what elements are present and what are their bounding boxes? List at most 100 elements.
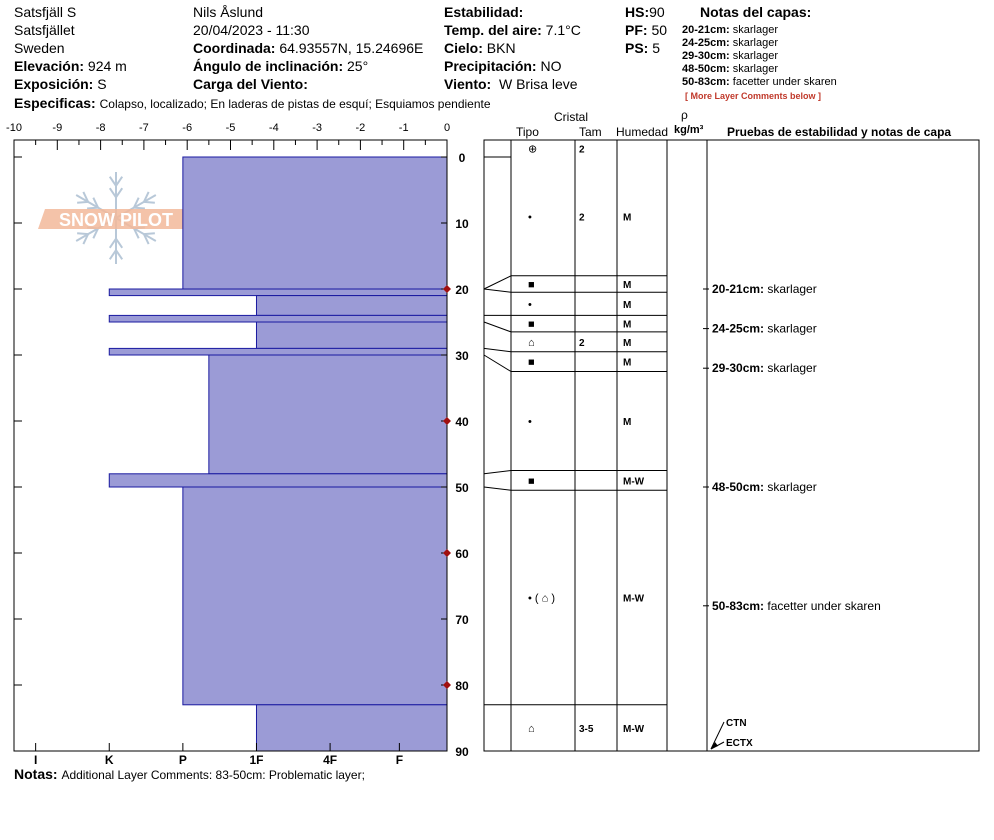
crystal-type: ⌂ — [528, 723, 535, 735]
moisture: M — [623, 300, 631, 311]
crystal-type: ⌂ — [528, 337, 535, 349]
layer-note: 50-83cm: facetter under skaren — [712, 599, 881, 613]
footer-notes: Notas: Additional Layer Comments: 83-50c… — [14, 766, 365, 782]
top-tick-label: -9 — [52, 122, 62, 134]
depth-label: 60 — [455, 547, 469, 561]
more-comments-link[interactable]: [ More Layer Comments below ] — [685, 91, 822, 101]
moisture: M — [623, 280, 631, 291]
crystal-size: 2 — [579, 212, 585, 223]
crystal-size: 2 — [579, 338, 585, 349]
precipitation: Precipitación: NO — [444, 58, 562, 74]
test-arrowhead — [711, 742, 718, 749]
bottom-tick-label: P — [179, 753, 187, 767]
layer-note-item: 20-21cm: skarlager — [682, 24, 779, 36]
wind-load: Carga del Viento: — [193, 76, 308, 92]
depth-label: 70 — [455, 613, 469, 627]
bottom-tick-label: F — [396, 753, 403, 767]
bottom-tick-label: K — [105, 753, 114, 767]
sky: Cielo: BKN — [444, 40, 516, 56]
layer-notes-list: 20-21cm: skarlager 24-25cm: skarlager 29-3… — [682, 24, 837, 89]
wind: Viento: W Brisa leve — [444, 76, 578, 92]
depth-connector — [483, 288, 512, 293]
specifics: Especificas: Colapso, localizado; En lad… — [14, 95, 491, 111]
depth-label: 20 — [455, 283, 469, 297]
top-tick-label: -1 — [399, 122, 409, 134]
hardness-layer-4 — [255, 321, 448, 349]
depth-label: 0 — [459, 151, 466, 165]
stability-test-label: ECTX — [726, 738, 753, 749]
hardness-layer-7 — [108, 473, 448, 488]
top-tick-label: -6 — [182, 122, 192, 134]
layer-note-item: 48-50cm: skarlager — [682, 63, 779, 75]
col-tests: Pruebas de estabilidad y notas de capa — [727, 125, 952, 139]
depth-label: 90 — [455, 745, 469, 759]
datetime: 20/04/2023 - 11:30 — [193, 22, 310, 38]
crystal-size: 3-5 — [579, 724, 594, 735]
moisture: M — [623, 417, 631, 428]
temperature-marker — [443, 417, 451, 425]
location: Satsfjäll S — [14, 4, 77, 20]
bottom-tick-label: 1F — [249, 753, 263, 767]
top-tick-label: -5 — [226, 122, 236, 134]
layer-note: 20-21cm: skarlager — [712, 282, 817, 296]
depth-connector — [483, 275, 512, 290]
moisture: M — [623, 320, 631, 331]
moisture: M-W — [623, 476, 645, 487]
hs: HS:90 — [625, 4, 665, 20]
layer-note-item: 29-30cm: skarlager — [682, 50, 779, 62]
layer-note: 48-50cm: skarlager — [712, 480, 817, 494]
depth-connector — [483, 347, 512, 353]
temperature-marker — [443, 549, 451, 557]
moisture: M — [623, 212, 631, 223]
bottom-tick-label: 4F — [323, 753, 337, 767]
pf: PF: 50 — [625, 22, 668, 38]
col-moisture: Humedad — [616, 125, 669, 139]
crystal-type: ■ — [528, 279, 535, 291]
depth-label: 10 — [455, 217, 469, 231]
depth-label: 80 — [455, 679, 469, 693]
exposure: Exposición: S — [14, 76, 107, 92]
top-tick-label: -8 — [96, 122, 106, 134]
hardness-layer-8 — [182, 486, 448, 706]
top-tick-label: -4 — [269, 122, 279, 134]
stability: Estabilidad: — [444, 4, 524, 20]
layer-note-item: 50-83cm: facetter under skaren — [682, 76, 837, 88]
depth-connector — [483, 470, 512, 475]
layer-note-item: 24-25cm: skarlager — [682, 37, 779, 49]
crystal-type: • — [528, 299, 532, 311]
moisture: M-W — [623, 594, 645, 605]
crystal-type: • — [528, 211, 532, 223]
hardness-layer-5 — [108, 347, 448, 356]
temperature-marker — [443, 681, 451, 689]
stability-test-label: CTN — [726, 718, 747, 729]
layer-note: 24-25cm: skarlager — [712, 322, 817, 336]
hardness-layer-3 — [108, 314, 448, 323]
col-size: Tam — [579, 125, 602, 139]
area: Satsfjället — [14, 22, 75, 38]
observer: Nils Åslund — [193, 4, 264, 20]
depth-label: 30 — [455, 349, 469, 363]
col-type: Tipo — [516, 125, 539, 139]
coordinates: Coordinada: 64.93557N, 15.24696E — [193, 40, 424, 56]
hardness-layer-6 — [208, 354, 448, 475]
hardness-layer-9 — [255, 704, 448, 752]
hardness-layer-1 — [108, 288, 448, 297]
col-crystal: Cristal — [554, 110, 589, 124]
depth-connector — [483, 486, 512, 491]
temperature-marker — [443, 285, 451, 293]
moisture: M-W — [623, 724, 645, 735]
crystal-size: 2 — [579, 145, 585, 156]
test-arrow — [710, 721, 725, 750]
depth-label: 50 — [455, 481, 469, 495]
hardness-layer-0 — [182, 156, 448, 290]
crystal-type: ■ — [528, 357, 535, 369]
air-temp: Temp. del aire: 7.1°C — [444, 22, 581, 38]
top-tick-label: 0 — [444, 122, 450, 134]
crystal-type: ■ — [528, 475, 535, 487]
moisture: M — [623, 358, 631, 369]
elevation: Elevación: 924 m — [14, 58, 127, 74]
depth-connector — [483, 354, 512, 372]
logo-text: SNOW PILOT — [59, 210, 173, 230]
crystal-type: • — [528, 416, 532, 428]
